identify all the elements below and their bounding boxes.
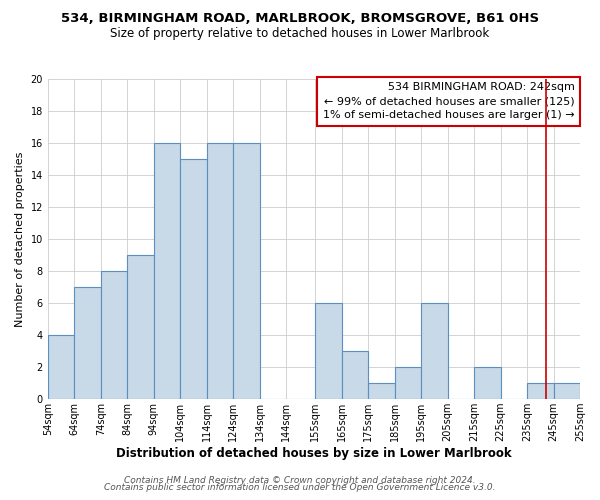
Bar <box>74 287 101 399</box>
Text: Contains public sector information licensed under the Open Government Licence v3: Contains public sector information licen… <box>104 484 496 492</box>
Bar <box>421 303 448 399</box>
Bar <box>341 351 368 399</box>
Text: 534, BIRMINGHAM ROAD, MARLBROOK, BROMSGROVE, B61 0HS: 534, BIRMINGHAM ROAD, MARLBROOK, BROMSGR… <box>61 12 539 26</box>
Bar <box>368 383 395 399</box>
Bar <box>206 143 233 399</box>
Bar <box>233 143 260 399</box>
Bar <box>180 159 206 399</box>
Bar <box>395 367 421 399</box>
Bar <box>127 255 154 399</box>
Text: 534 BIRMINGHAM ROAD: 242sqm
← 99% of detached houses are smaller (125)
1% of sem: 534 BIRMINGHAM ROAD: 242sqm ← 99% of det… <box>323 82 575 120</box>
Bar <box>315 303 341 399</box>
Bar <box>154 143 180 399</box>
Text: Contains HM Land Registry data © Crown copyright and database right 2024.: Contains HM Land Registry data © Crown c… <box>124 476 476 485</box>
Bar <box>101 271 127 399</box>
Y-axis label: Number of detached properties: Number of detached properties <box>15 152 25 327</box>
Bar <box>554 383 580 399</box>
X-axis label: Distribution of detached houses by size in Lower Marlbrook: Distribution of detached houses by size … <box>116 447 512 460</box>
Text: Size of property relative to detached houses in Lower Marlbrook: Size of property relative to detached ho… <box>110 28 490 40</box>
Bar <box>48 335 74 399</box>
Bar <box>474 367 500 399</box>
Bar <box>527 383 554 399</box>
